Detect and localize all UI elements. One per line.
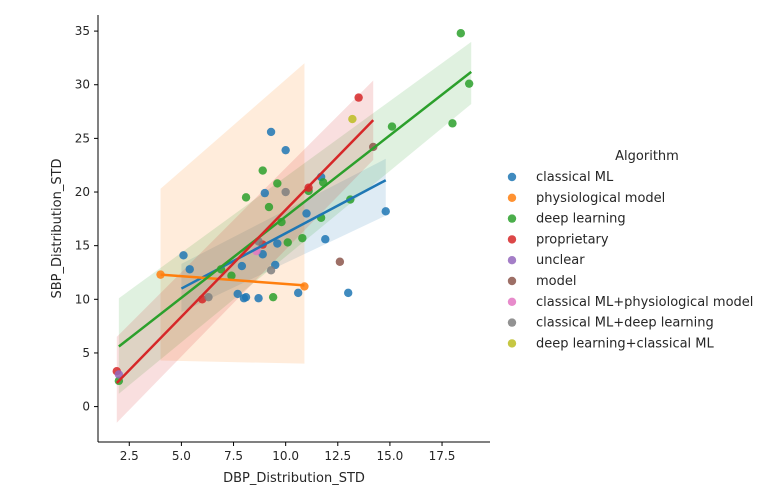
legend-label: classical ML+physiological model — [536, 295, 753, 310]
legend-label: deep learning — [536, 212, 626, 227]
data-point — [185, 265, 194, 274]
data-point — [335, 257, 345, 266]
x-tick-label: 12.5 — [324, 449, 351, 463]
data-point — [321, 235, 330, 244]
legend: Algorithm classical ML physiological mode… — [507, 149, 753, 351]
y-tick-label: 0 — [82, 400, 90, 414]
legend-label: classical ML+deep learning — [536, 316, 714, 331]
data-point — [298, 233, 307, 243]
legend-marker — [507, 235, 517, 244]
data-point — [281, 145, 290, 155]
data-point — [114, 370, 124, 379]
regression-line — [118, 70, 473, 348]
data-point — [241, 193, 251, 202]
regression-line — [160, 273, 305, 287]
y-tick-label: 30 — [75, 78, 90, 92]
data-point — [179, 251, 188, 260]
data-point — [281, 187, 290, 197]
data-point — [302, 209, 311, 218]
legend-label: proprietary — [536, 232, 609, 247]
data-point — [237, 261, 247, 271]
data-point — [258, 250, 267, 259]
data-point — [344, 288, 353, 298]
data-point — [387, 122, 397, 131]
data-point — [456, 29, 466, 38]
data-point — [233, 289, 242, 299]
data-point — [258, 166, 267, 175]
data-point — [227, 271, 236, 280]
legend-marker — [507, 297, 517, 306]
axes — [97, 15, 490, 443]
confidence-band — [160, 63, 305, 364]
legend-items: classical ML physiological model deep lear… — [507, 170, 753, 351]
data-point — [241, 292, 251, 302]
legend-label: model — [536, 274, 576, 289]
legend-marker — [507, 172, 517, 182]
legend-marker — [507, 318, 517, 327]
data-point — [348, 114, 357, 124]
y-ticks: 0 5 10 15 20 25 30 35 — [75, 24, 98, 414]
data-point — [260, 188, 270, 198]
data-point — [266, 266, 276, 275]
legend-marker — [507, 193, 517, 202]
y-tick-label: 15 — [75, 239, 90, 253]
y-tick-label: 5 — [82, 346, 90, 360]
confidence-band — [118, 41, 472, 394]
data-point — [448, 119, 457, 128]
data-point — [283, 238, 292, 247]
data-point — [273, 179, 282, 188]
data-point — [268, 292, 278, 302]
legend-title: Algorithm — [615, 149, 679, 164]
y-tick-label: 25 — [75, 131, 90, 145]
legend-marker — [507, 276, 517, 286]
x-tick-label: 10.0 — [272, 449, 299, 463]
x-tick-label: 17.5 — [429, 449, 456, 463]
x-axis-label: DBP_Distribution_STD — [223, 471, 365, 486]
data-point — [354, 93, 363, 102]
y-axis-label: SBP_Distribution_STD — [50, 158, 65, 298]
data-point — [254, 294, 263, 303]
y-tick-label: 35 — [75, 24, 90, 38]
legend-label: classical ML — [536, 170, 614, 185]
data-point — [293, 288, 303, 298]
data-point — [266, 127, 276, 137]
x-tick-label: 7.5 — [224, 449, 243, 463]
x-tick-label: 5.0 — [172, 449, 191, 463]
x-ticks: 2.5 5.0 7.5 10.0 12.5 15.0 17.5 — [120, 442, 456, 463]
legend-label: unclear — [536, 253, 585, 268]
regression-lines — [115, 70, 473, 384]
data-point — [381, 207, 390, 216]
legend-label: physiological model — [536, 191, 665, 206]
y-tick-label: 20 — [75, 185, 90, 199]
y-tick-label: 10 — [75, 292, 90, 306]
data-point — [300, 282, 309, 291]
legend-label: deep learning+classical ML — [536, 336, 715, 351]
confidence-bands — [116, 41, 472, 423]
regression-line — [115, 119, 375, 384]
legend-marker — [507, 339, 517, 348]
legend-marker — [507, 214, 517, 223]
x-tick-label: 15.0 — [377, 449, 404, 463]
legend-marker — [507, 256, 517, 265]
data-point — [264, 202, 274, 212]
data-point — [204, 292, 213, 302]
x-tick-label: 2.5 — [120, 449, 139, 463]
data-point — [273, 239, 282, 248]
data-point — [464, 79, 474, 88]
